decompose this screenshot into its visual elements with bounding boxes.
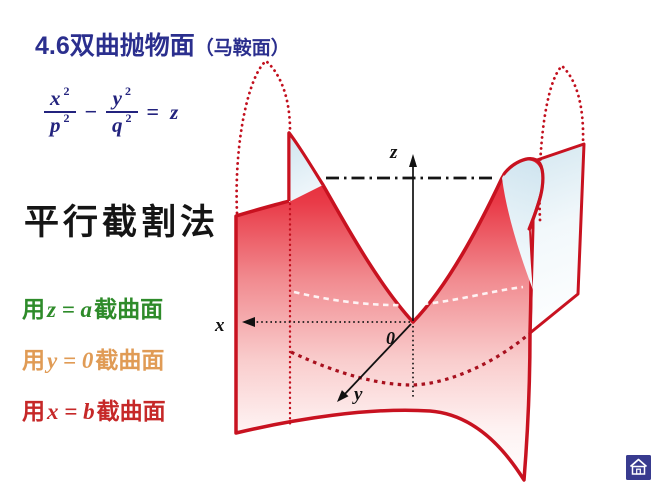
cut-expression: y = 0 bbox=[47, 348, 94, 373]
numerator-y: y bbox=[112, 86, 122, 110]
cut-prefix: 用 bbox=[22, 348, 45, 373]
cut-line-z-a: 用z = a截曲面 bbox=[22, 290, 166, 324]
cut-line-x-b: 用x = b截曲面 bbox=[22, 392, 166, 426]
slide-title: 4.6双曲抛物面（马鞍面） bbox=[35, 26, 290, 62]
cut-prefix: 用 bbox=[22, 399, 45, 424]
cut-expression: x = b bbox=[47, 399, 95, 424]
numerator-x: x bbox=[50, 86, 61, 110]
origin-label: 0 bbox=[386, 328, 395, 348]
cut-prefix: 用 bbox=[22, 297, 45, 322]
cut-suffix: 截曲面 bbox=[94, 297, 164, 322]
x-axis-label: x bbox=[214, 315, 225, 336]
cut-method-list: 用z = a截曲面 用y = 0截曲面 用x = b截曲面 bbox=[22, 290, 166, 426]
cut-expression: z = a bbox=[47, 297, 93, 322]
right-fold-edge bbox=[502, 157, 545, 231]
level-curve-dashed bbox=[293, 285, 524, 307]
exponent: 2 bbox=[63, 84, 70, 98]
section-heading: 平行截割法 bbox=[24, 203, 220, 242]
cut-suffix: 截曲面 bbox=[96, 399, 166, 424]
rhs-z: z bbox=[170, 99, 179, 124]
slide-title-main: 4.6双曲抛物面 bbox=[35, 32, 195, 60]
z-axis-arrow bbox=[409, 154, 417, 167]
left-fold-inner bbox=[289, 133, 323, 202]
saddle-surface bbox=[234, 131, 545, 482]
slide-title-paren: （马鞍面） bbox=[194, 38, 290, 59]
cut-line-y-0: 用y = 0截曲面 bbox=[22, 341, 166, 375]
x-axis-arrow bbox=[242, 317, 255, 327]
y-axis-label: y bbox=[352, 384, 363, 405]
denominator-q: q bbox=[112, 113, 123, 137]
dotted-parabola-left bbox=[235, 59, 292, 215]
cut-suffix: 截曲面 bbox=[95, 348, 165, 373]
minus-sign: − bbox=[84, 99, 98, 124]
left-fold-edge bbox=[287, 131, 325, 201]
y-axis-arrow bbox=[337, 390, 349, 402]
z-axis-label: z bbox=[389, 142, 398, 163]
home-icon[interactable] bbox=[626, 455, 651, 480]
y-axis bbox=[342, 323, 412, 397]
exponent: 2 bbox=[125, 111, 132, 125]
denominator-p: p bbox=[50, 113, 61, 137]
right-fold-inner bbox=[502, 160, 543, 290]
equals-sign: = bbox=[146, 99, 160, 124]
exponent: 2 bbox=[63, 111, 70, 125]
exponent: 2 bbox=[124, 84, 131, 98]
